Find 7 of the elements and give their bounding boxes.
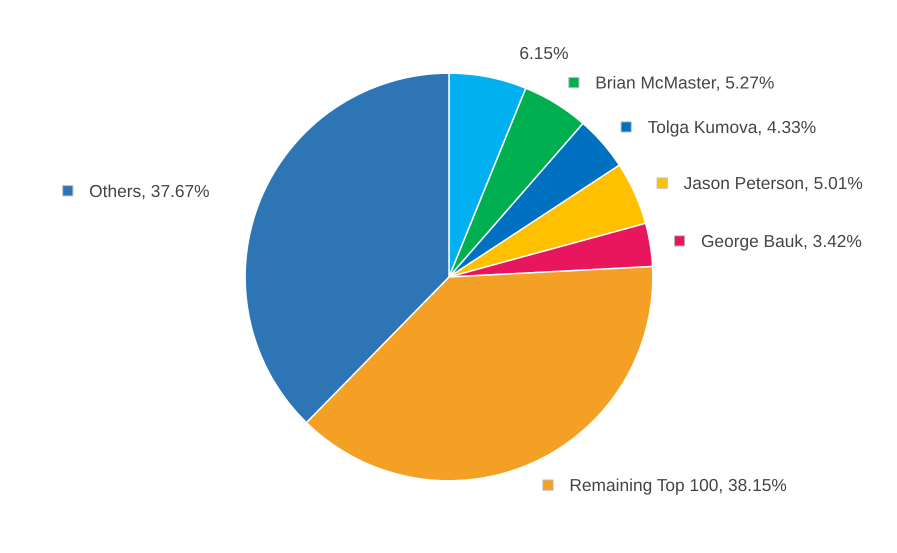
legend-label: George Bauk, 3.42%: [700, 230, 862, 251]
legend-label: Brian McMaster, 5.27%: [595, 72, 774, 93]
data-label: 6.15%: [519, 42, 568, 63]
legend-label: Remaining Top 100, 38.15%: [569, 475, 787, 496]
legend-label: Others, 37.67%: [89, 180, 210, 201]
legend-label: Jason Peterson, 5.01%: [684, 173, 863, 194]
legend-label: Tolga Kumova, 4.33%: [648, 116, 816, 137]
